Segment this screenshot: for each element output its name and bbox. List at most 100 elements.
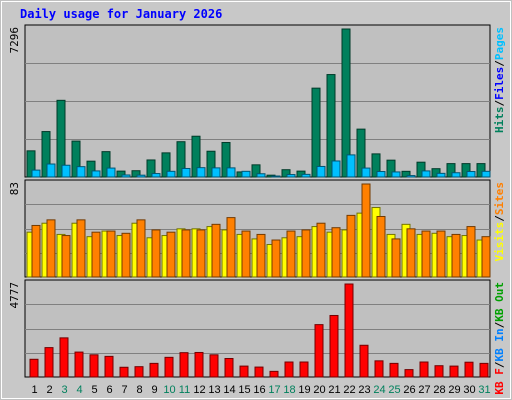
- day-label-13: 13: [208, 384, 220, 396]
- bar-kb-f-day-10: [164, 356, 174, 378]
- bar-pages-day-24: [376, 171, 386, 178]
- bar-sites-day-17: [271, 239, 281, 278]
- axis-max-label: 83: [8, 182, 21, 195]
- panel-legend: Hits/Files/Pages: [493, 27, 506, 133]
- bar-sites-day-31: [481, 236, 491, 278]
- day-label-25: 25: [388, 384, 400, 396]
- bar-pages-day-23: [361, 167, 371, 178]
- bar-sites-day-5: [91, 231, 101, 278]
- bar-kb-f-day-12: [194, 351, 204, 378]
- bar-hits-day-28: [431, 168, 441, 178]
- day-label-6: 6: [106, 384, 112, 396]
- bar-hits-day-1: [26, 150, 36, 178]
- bar-sites-day-9: [151, 229, 161, 278]
- bar-pages-day-15: [241, 170, 251, 178]
- bar-sites-day-27: [421, 230, 431, 278]
- day-label-9: 9: [151, 384, 157, 396]
- day-label-16: 16: [253, 384, 265, 396]
- day-label-20: 20: [313, 384, 325, 396]
- bar-sites-day-19: [301, 229, 311, 278]
- bar-pages-day-14: [226, 167, 236, 178]
- bar-kb-f-day-20: [314, 324, 324, 378]
- bar-sites-day-30: [466, 226, 476, 278]
- bar-pages-day-21: [331, 160, 341, 178]
- panel-plot-area: [24, 279, 491, 378]
- panel-legend: Visits/Sites: [493, 182, 506, 262]
- panel-legend: KB F/KB In/KB Out: [493, 282, 506, 395]
- day-label-10: 10: [163, 384, 175, 396]
- legend-item: KB Out: [493, 282, 506, 322]
- day-label-14: 14: [223, 384, 235, 396]
- day-labels: 1 2 3 4 5 6 7 8 9 10 11 12 13 14 15 16 17 18 19 20 21 22 23 24 2…: [31, 384, 490, 396]
- bar-kb-f-day-29: [449, 365, 459, 378]
- bar-sites-day-25: [391, 238, 401, 278]
- bar-sites-day-10: [166, 231, 176, 278]
- bar-hits-day-21: [326, 74, 336, 178]
- axis-max-label: 4777: [8, 282, 21, 309]
- bar-hits-day-31: [476, 163, 486, 178]
- bar-hits-day-23: [356, 128, 366, 178]
- bar-pages-day-17: [271, 175, 281, 178]
- day-label-23: 23: [358, 384, 370, 396]
- bar-kb-f-day-16: [254, 366, 264, 378]
- bar-kb-f-day-19: [299, 361, 309, 378]
- bar-pages-day-3: [61, 164, 71, 178]
- day-label-2: 2: [46, 384, 52, 396]
- legend-separator: /: [493, 100, 506, 107]
- bar-kb-f-day-21: [329, 314, 339, 378]
- bar-pages-day-11: [181, 167, 191, 178]
- day-label-5: 5: [91, 384, 97, 396]
- legend-separator: /: [493, 361, 506, 368]
- bar-sites-day-6: [106, 230, 116, 278]
- bar-hits-day-3: [56, 99, 66, 178]
- day-label-26: 26: [403, 384, 415, 396]
- bar-pages-day-2: [46, 163, 56, 178]
- bar-pages-day-29: [451, 172, 461, 178]
- bar-kb-f-day-25: [389, 362, 399, 378]
- bar-kb-f-day-4: [74, 351, 84, 378]
- bar-kb-f-day-28: [434, 365, 444, 378]
- day-label-22: 22: [343, 384, 355, 396]
- bar-kb-f-day-17: [269, 370, 279, 378]
- legend-item: KB F: [493, 368, 506, 395]
- bar-pages-day-26: [406, 175, 416, 178]
- bar-hits-day-5: [86, 160, 96, 178]
- bar-hits-day-6: [101, 151, 111, 178]
- bar-pages-day-30: [466, 171, 476, 178]
- bar-sites-day-13: [211, 223, 221, 278]
- bar-sites-day-28: [436, 230, 446, 278]
- bar-pages-day-10: [166, 170, 176, 178]
- bar-hits-day-20: [311, 87, 321, 178]
- bar-pages-day-8: [136, 174, 146, 178]
- bar-hits-day-24: [371, 153, 381, 178]
- bar-sites-day-22: [346, 214, 356, 278]
- day-label-12: 12: [193, 384, 205, 396]
- bar-pages-day-25: [391, 171, 401, 178]
- bar-sites-day-8: [136, 219, 146, 278]
- bar-kb-f-day-2: [44, 347, 54, 378]
- bar-sites-day-12: [196, 229, 206, 278]
- bar-kb-f-day-7: [119, 366, 129, 378]
- bar-hits-day-30: [461, 163, 471, 178]
- bar-sites-day-20: [316, 222, 326, 278]
- bar-pages-day-18: [286, 174, 296, 178]
- day-label-1: 1: [31, 384, 37, 396]
- bar-sites-day-24: [376, 215, 386, 278]
- bar-pages-day-9: [151, 173, 161, 178]
- bar-hits-day-29: [446, 163, 456, 178]
- bar-sites-day-1: [31, 224, 41, 278]
- bar-kb-f-day-13: [209, 354, 219, 378]
- bar-sites-day-7: [121, 232, 131, 278]
- bar-pages-day-28: [436, 172, 446, 178]
- bar-hits-day-16: [251, 164, 261, 178]
- bar-kb-f-day-27: [419, 361, 429, 378]
- bar-kb-f-day-11: [179, 352, 189, 378]
- day-label-8: 8: [136, 384, 142, 396]
- bar-kb-f-day-24: [374, 360, 384, 378]
- bar-kb-f-day-30: [464, 361, 474, 378]
- bar-pages-day-16: [256, 173, 266, 178]
- bar-pages-day-27: [421, 170, 431, 178]
- bar-sites-day-14: [226, 217, 236, 278]
